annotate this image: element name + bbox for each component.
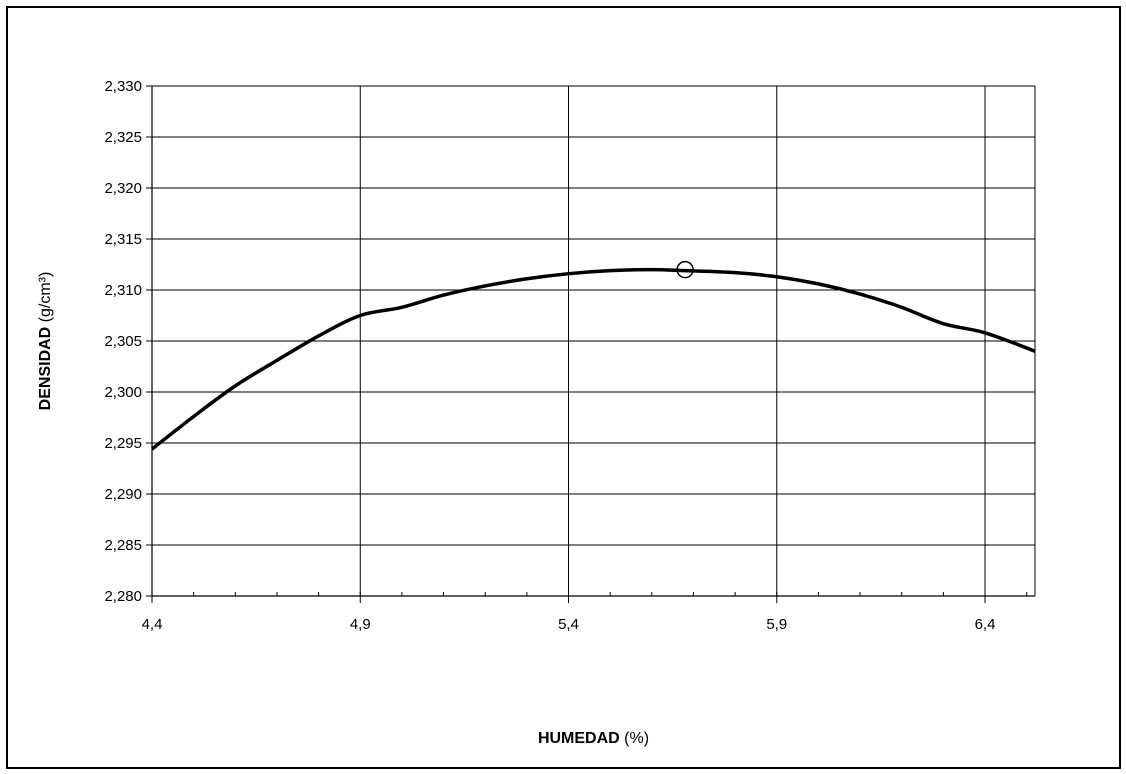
density-curve xyxy=(150,267,1036,451)
y-axis-tick-labels: 2,280 2,285 2,290 2,295 2,300 2,305 2,310 2,315… xyxy=(104,78,142,605)
x-tick-label: 4,9 xyxy=(350,616,371,633)
y-axis-title-bold: DENSIDAD xyxy=(37,327,54,411)
y-tick-label: 2,285 xyxy=(104,537,142,554)
x-tick-label: 5,4 xyxy=(558,616,579,633)
compaction-chart: 2,280 2,285 2,290 2,295 2,300 2,305 2,310 2,315… xyxy=(37,78,1036,747)
grid-layer xyxy=(151,85,1035,597)
y-axis-title: DENSIDAD (g/cm³) xyxy=(37,272,54,411)
x-tick-label: 6,4 xyxy=(975,616,996,633)
y-tick-label: 2,280 xyxy=(104,588,142,605)
y-axis-title-unit: (g/cm³) xyxy=(37,272,54,327)
y-tick-label: 2,305 xyxy=(104,333,142,350)
y-tick-label: 2,325 xyxy=(104,129,142,146)
plot-border xyxy=(146,85,1036,603)
x-axis-tick-labels: 4,4 4,9 5,4 5,9 6,4 xyxy=(142,616,996,633)
y-tick-label: 2,290 xyxy=(104,486,142,503)
x-axis-title-unit: (%) xyxy=(620,730,649,747)
x-axis-title-bold: HUMEDAD xyxy=(538,730,620,747)
series-layer xyxy=(150,260,1036,451)
x-tick-label: 4,4 xyxy=(142,616,163,633)
y-tick-label: 2,295 xyxy=(104,435,142,452)
y-tick-label: 2,315 xyxy=(104,231,142,248)
x-minor-ticks xyxy=(193,592,1028,596)
x-axis-title: HUMEDAD (%) xyxy=(538,730,649,747)
y-tick-label: 2,320 xyxy=(104,180,142,197)
x-tick-label: 5,9 xyxy=(766,616,787,633)
y-tick-label: 2,330 xyxy=(104,78,142,95)
chart-frame: 2,280 2,285 2,290 2,295 2,300 2,305 2,310 2,315… xyxy=(6,6,1121,769)
y-tick-label: 2,300 xyxy=(104,384,142,401)
y-tick-label: 2,310 xyxy=(104,282,142,299)
optimum-point-marker xyxy=(676,260,694,279)
